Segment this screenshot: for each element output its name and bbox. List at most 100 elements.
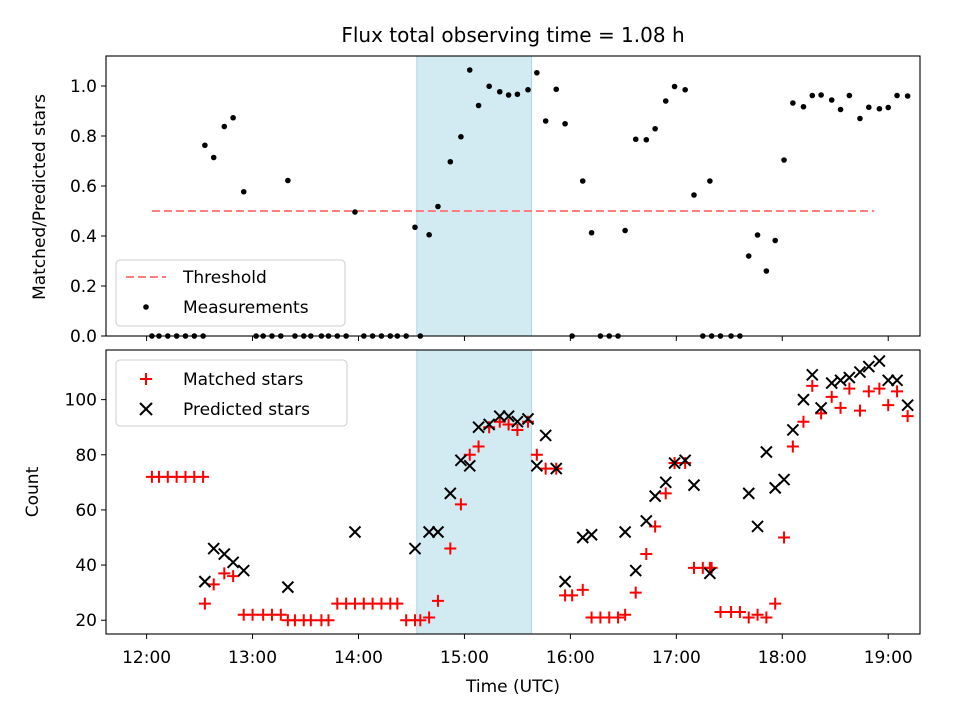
measurement-point [809, 92, 816, 99]
predicted-star-point [530, 459, 544, 473]
predicted-star-point [873, 354, 886, 368]
matched-star-point [901, 410, 914, 423]
predicted-star-point [198, 575, 212, 588]
matched-star-point [806, 379, 819, 392]
matched-star-point [843, 382, 856, 395]
matched-star-point [414, 614, 427, 627]
matched-star-point [797, 415, 810, 428]
predicted-star-point [678, 454, 692, 467]
matched-star-point [502, 418, 515, 431]
measurement-point [652, 125, 658, 132]
top-panel: 0.0 0.2 0.4 0.6 0.8 1.0 Matched/Predicted sta… [30, 55, 921, 347]
predicted-star-point [472, 420, 485, 434]
predicted-legend-swatch [139, 402, 153, 416]
predicted-star-point [843, 371, 856, 384]
predicted-star-point [751, 520, 764, 533]
predicted-star-point [882, 374, 895, 387]
matched-star-point [274, 608, 287, 621]
measurement-point [458, 133, 464, 140]
predicted-star-point [742, 487, 755, 500]
matched-star-point [679, 457, 692, 470]
measurement-point [876, 105, 883, 112]
measurement-point [588, 229, 595, 236]
predicted-star-point [422, 525, 436, 539]
bottom-panel: 20 40 60 80 100 12:00 13:00 14:00 15:00 16:00 17:… [23, 349, 921, 697]
measurement-point [210, 154, 217, 161]
predicted-star-point [431, 525, 445, 539]
measurements-legend-swatch [143, 304, 149, 310]
measurement-point [534, 69, 540, 76]
predicted-star-point [648, 489, 662, 503]
top-y-axis: 0.0 0.2 0.4 0.6 0.8 1.0 [70, 77, 106, 347]
predicted-star-point [786, 423, 800, 437]
predicted-star-point [890, 374, 904, 387]
predicted-star-point [576, 531, 589, 544]
measurement-point [894, 92, 900, 99]
matched-star-point [218, 567, 231, 580]
measurement-point [412, 224, 418, 231]
y-tick-label: 0.8 [70, 127, 97, 147]
matched-star-point [659, 487, 672, 500]
y-tick-label: 60 [75, 501, 97, 521]
x-tick-label: 18:00 [758, 648, 807, 668]
matched-star-point [778, 531, 791, 544]
predicted-star-point [550, 462, 563, 475]
predicted-star-point [482, 418, 496, 431]
measurement-point [837, 106, 844, 113]
measurement-point [691, 192, 697, 198]
bottom-x-axis: 12:00 13:00 14:00 15:00 16:00 17:00 18:00 19:00 [122, 634, 913, 668]
predicted-star-point [834, 374, 847, 387]
threshold-legend-label: Threshold [182, 268, 267, 288]
measurement-point [447, 158, 454, 165]
matched-star-point [815, 407, 828, 420]
matched-star-point [423, 611, 436, 624]
matched-star-point [322, 614, 335, 627]
predicted-star-point [797, 393, 810, 406]
predicted-star-point [585, 528, 598, 541]
predicted-stars-series [198, 354, 914, 594]
y-tick-label: 0.0 [70, 327, 97, 347]
measurement-point [514, 91, 521, 98]
matched-star-point [444, 542, 457, 555]
chart-title: Flux total observing time = 1.08 h [341, 23, 684, 47]
measurement-point [745, 253, 752, 259]
predicted-star-point [444, 487, 457, 500]
measurement-point [505, 92, 512, 98]
measurement-point [221, 123, 228, 130]
top-legend: Threshold Measurements [115, 259, 346, 327]
predicted-star-point [558, 575, 572, 588]
matched-star-point [304, 614, 317, 627]
measurement-point [466, 67, 473, 73]
matched-star-point [825, 390, 838, 403]
predicted-star-point [237, 564, 250, 577]
observing-span-bottom [416, 349, 533, 635]
predicted-star-point [814, 401, 828, 415]
measurement-point [579, 178, 586, 184]
predicted-star-point [668, 456, 681, 470]
predicted-star-point [521, 412, 535, 426]
measurement-point [754, 232, 761, 238]
measurements-legend-label: Measurements [183, 298, 309, 318]
predicted-star-point [463, 459, 476, 473]
bottom-y-axis: 20 40 60 80 100 [65, 391, 106, 631]
y-tick-label: 1.0 [70, 77, 97, 97]
bottom-y-axis-label: Count [23, 466, 43, 517]
y-tick-label: 20 [75, 611, 97, 631]
x-tick-label: 12:00 [122, 648, 171, 668]
measurement-point [525, 86, 531, 93]
measurement-point [643, 136, 650, 143]
x-tick-label: 14:00 [334, 648, 383, 668]
predicted-star-point [862, 360, 876, 373]
y-tick-label: 80 [75, 446, 97, 466]
matched-star-point [882, 399, 895, 412]
matched-star-point [612, 611, 625, 624]
matched-star-point [431, 594, 444, 607]
measurement-point [671, 83, 678, 90]
matched-star-point [640, 548, 653, 561]
measurement-point [682, 86, 688, 93]
matched-star-point [246, 608, 259, 621]
measurement-point [818, 92, 824, 98]
measurement-point [865, 104, 872, 111]
measurement-point [622, 227, 628, 234]
y-tick-label: 40 [75, 556, 97, 576]
